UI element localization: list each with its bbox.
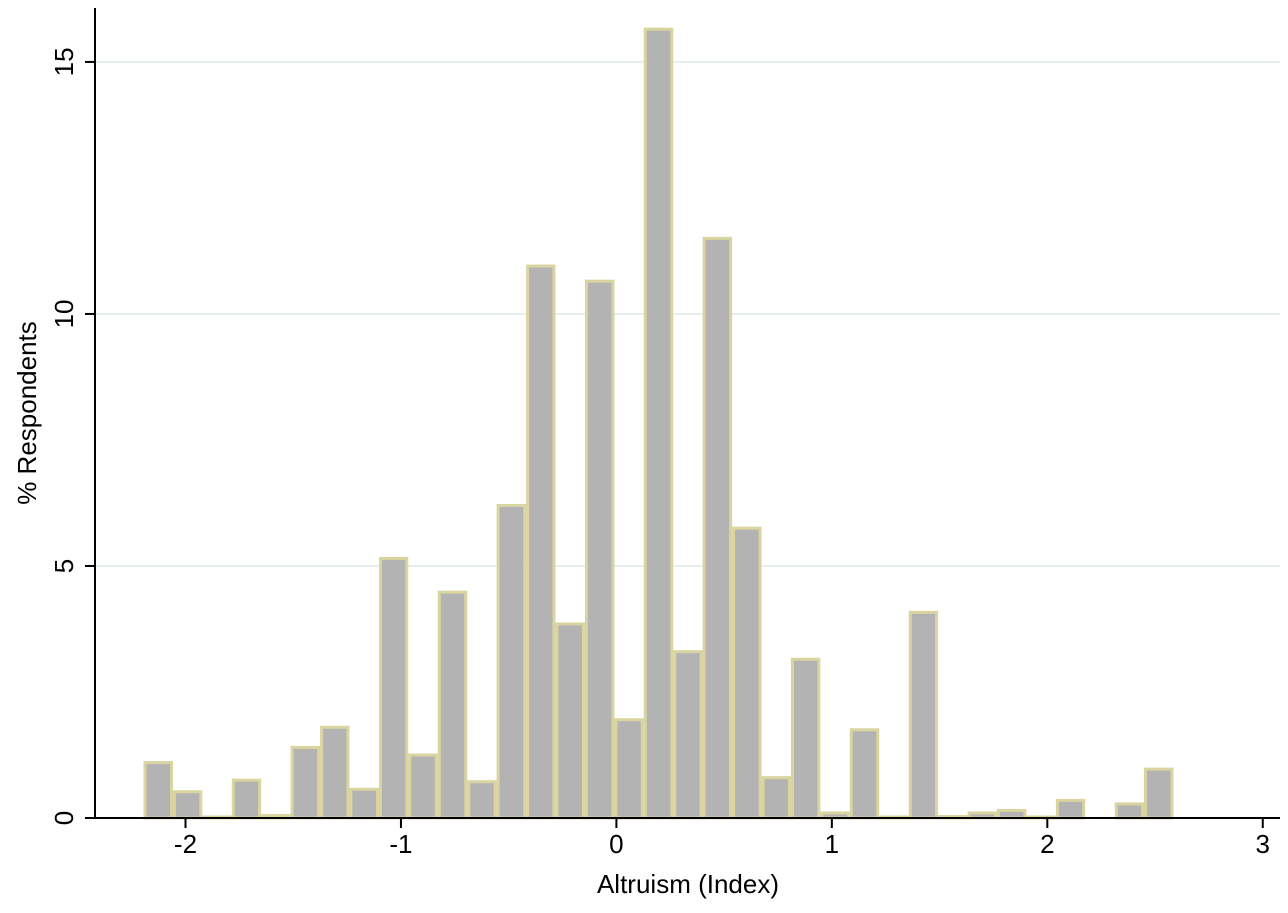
bar xyxy=(1114,802,1145,820)
bar xyxy=(143,761,173,820)
x-tick-label: 0 xyxy=(609,829,623,859)
x-tick-label: 2 xyxy=(1040,829,1054,859)
bar xyxy=(908,610,939,820)
bar xyxy=(761,776,791,820)
bar xyxy=(584,279,615,820)
y-tick-label: 10 xyxy=(49,299,79,328)
bar xyxy=(408,753,438,820)
bar xyxy=(643,27,674,820)
y-tick-label: 0 xyxy=(49,811,79,825)
bar xyxy=(790,657,821,820)
bar xyxy=(996,808,1027,820)
x-axis-title: Altruism (Index) xyxy=(597,869,779,899)
bar xyxy=(732,526,762,820)
bar xyxy=(1055,798,1086,820)
bar xyxy=(1144,767,1174,820)
bar xyxy=(702,236,733,820)
y-axis-title: % Respondents xyxy=(12,321,42,505)
x-tick-label: 1 xyxy=(825,829,839,859)
bar xyxy=(349,787,379,820)
bar xyxy=(231,778,262,820)
x-tick-label: -2 xyxy=(174,829,197,859)
bar xyxy=(555,622,585,820)
bar xyxy=(673,650,703,820)
bar xyxy=(526,264,556,820)
bar xyxy=(172,790,203,820)
y-tick-label: 5 xyxy=(49,559,79,573)
bar xyxy=(496,503,527,820)
x-tick-label: -1 xyxy=(389,829,412,859)
bar xyxy=(437,590,468,820)
x-tick-label: 3 xyxy=(1256,829,1270,859)
y-tick-label: 15 xyxy=(49,47,79,76)
bar xyxy=(614,718,644,820)
bar xyxy=(320,725,350,820)
bar xyxy=(467,780,497,820)
bar xyxy=(849,728,880,820)
bar xyxy=(378,556,409,820)
bar xyxy=(290,745,321,820)
